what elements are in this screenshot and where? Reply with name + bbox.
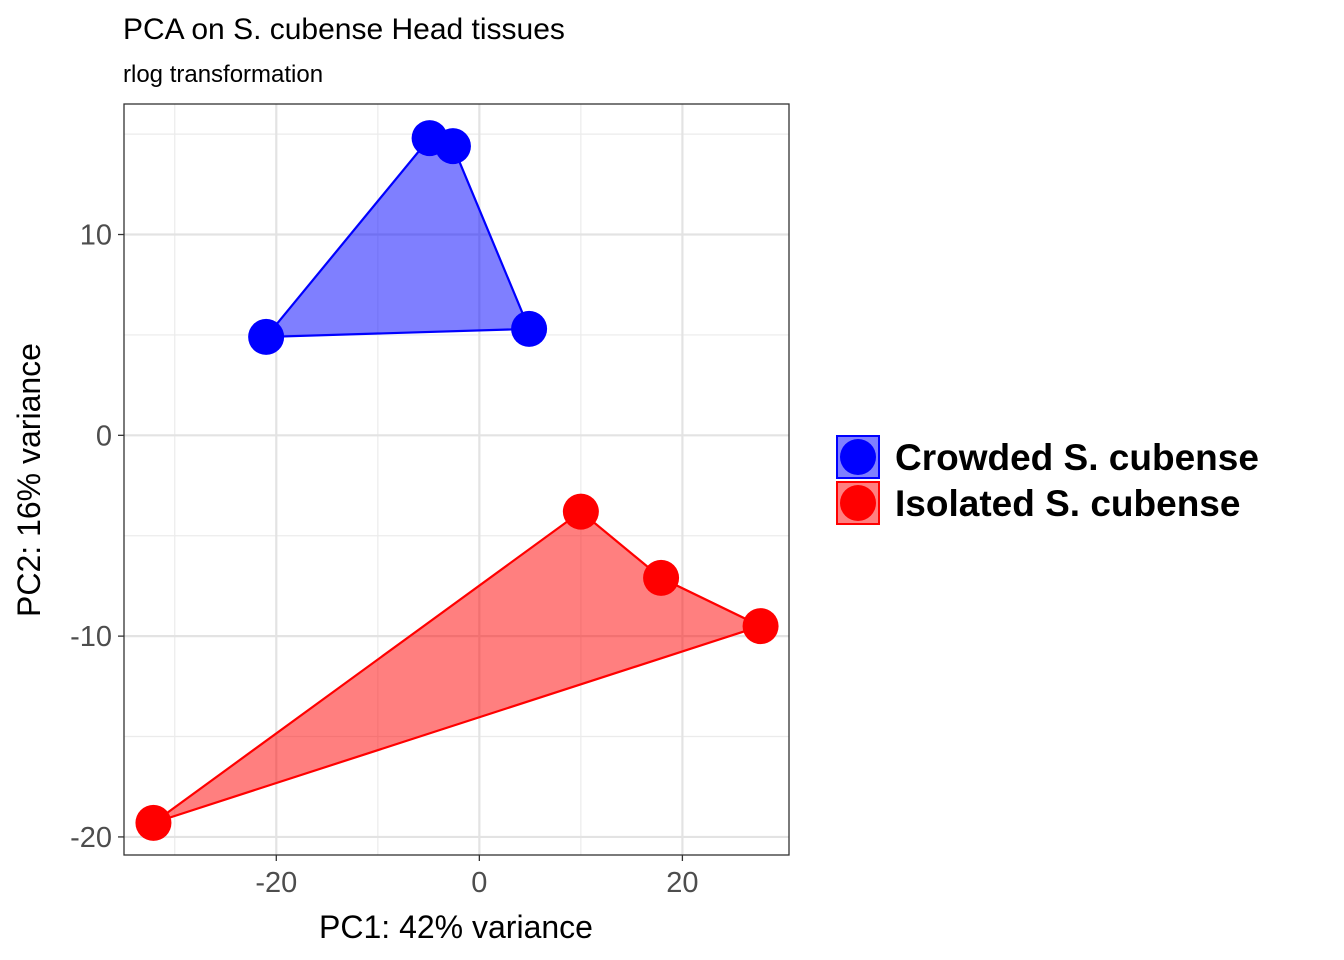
x-axis-label: PC1: 42% variance (319, 909, 593, 945)
data-point (135, 804, 172, 841)
y-axis-label: PC2: 16% variance (11, 343, 47, 617)
data-point (434, 128, 471, 165)
data-point (742, 608, 779, 645)
points (135, 120, 779, 841)
legend-label: Crowded S. cubense (895, 437, 1259, 478)
chart-title: PCA on S. cubense Head tissues (123, 13, 565, 46)
hull-isolated (152, 510, 764, 824)
hulls (152, 136, 764, 824)
x-tick-label: -20 (255, 867, 297, 899)
chart-subtitle: rlog transformation (123, 61, 323, 88)
legend: Crowded S. cubense Isolated S. cubense (836, 435, 1259, 525)
y-tick-label: -20 (70, 822, 112, 854)
x-tick-label: 0 (471, 867, 487, 899)
hull-crowded (263, 136, 531, 339)
x-tick-label: 20 (666, 867, 698, 899)
data-point (643, 559, 680, 596)
plot-border (123, 103, 790, 856)
data-point (511, 310, 548, 347)
y-tick-label: 10 (80, 220, 112, 252)
legend-key-point (840, 485, 876, 521)
data-point (248, 318, 285, 355)
axis-ticks: -20 0 20 10 0 -10 -20 (70, 220, 698, 899)
y-tick-label: -10 (70, 621, 112, 653)
y-tick-label: 0 (96, 420, 112, 452)
data-point (562, 493, 599, 530)
legend-key-point (840, 439, 876, 475)
legend-label: Isolated S. cubense (895, 483, 1240, 524)
